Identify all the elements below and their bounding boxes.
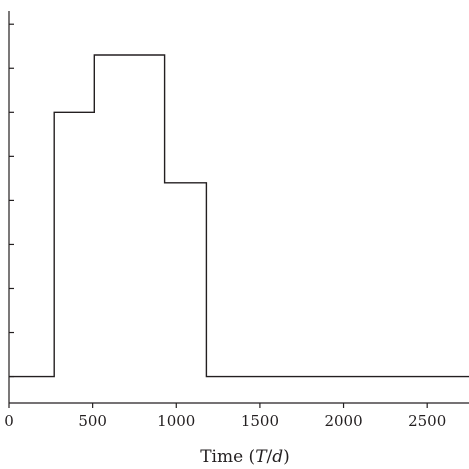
x-axis-title-suffix: ) bbox=[283, 447, 290, 467]
x-axis-title-prefix: Time ( bbox=[200, 447, 255, 467]
x-axis-title-var2: d bbox=[272, 447, 283, 467]
x-tick-label: 1000 bbox=[157, 412, 195, 430]
x-axis-title-slash: / bbox=[267, 447, 273, 467]
x-axis-title-var1: T bbox=[255, 447, 268, 467]
x-tick-label: 2500 bbox=[408, 412, 446, 430]
x-axis-title: Time (T/d) bbox=[200, 447, 290, 467]
axes bbox=[8, 11, 469, 404]
series-line bbox=[9, 54, 469, 378]
series-group bbox=[9, 54, 469, 378]
y-axis-ticks bbox=[9, 23, 14, 378]
x-tick-label: 1500 bbox=[241, 412, 279, 430]
x-tick-label: 500 bbox=[78, 412, 107, 430]
x-tick-label: 0 bbox=[4, 412, 14, 430]
x-axis-ticks: 0 500 1000 1500 2000 2500 bbox=[4, 403, 446, 430]
x-tick-label: 2000 bbox=[324, 412, 362, 430]
